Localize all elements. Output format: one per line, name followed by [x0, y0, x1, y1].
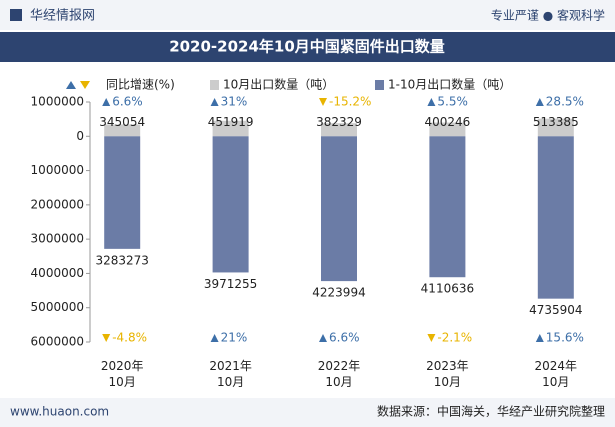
value-label: 400246	[424, 115, 470, 129]
growth-label: -15.2%	[329, 95, 371, 109]
value-label: 4735904	[529, 303, 582, 317]
value-label: 513385	[533, 115, 579, 129]
up-arrow	[102, 98, 111, 106]
growth-label: 31%	[221, 95, 248, 109]
y-tick-label: 4000000	[31, 266, 84, 280]
y-tick-label: 6000000	[31, 335, 84, 349]
legend-down-icon	[80, 81, 90, 89]
y-tick-label: 2000000	[31, 197, 84, 211]
value-label: 4223994	[312, 286, 365, 300]
growth-label: 15.6%	[546, 331, 584, 345]
growth-label: 5.5%	[437, 95, 468, 109]
y-tick-label: 1000000	[31, 163, 84, 177]
footer-source: 数据来源：中国海关，华经产业研究院整理	[377, 404, 605, 419]
bar	[321, 136, 357, 282]
bar	[104, 136, 141, 249]
footer-site: www.huaon.com	[10, 405, 109, 419]
up-arrow	[535, 98, 544, 106]
x-tick-label: 2023年10月	[426, 359, 469, 389]
slogan: 专业严谨 ● 客观科学	[491, 8, 605, 23]
legend-label: 1-10月出口数量（吨）	[388, 77, 511, 92]
title-bar	[0, 32, 615, 62]
x-tick-label: 2022年10月	[317, 359, 361, 389]
down-arrow	[319, 98, 327, 106]
growth-label: -4.8%	[112, 331, 147, 345]
growth-label: 28.5%	[546, 95, 584, 109]
x-tick-label: 2020年10月	[100, 359, 144, 389]
bar	[321, 123, 357, 137]
chart-title: 2020-2024年10月中国紧固件出口数量	[169, 38, 445, 56]
bar	[537, 118, 574, 137]
down-arrow	[427, 334, 436, 342]
value-label: 382329	[316, 115, 362, 129]
up-arrow	[319, 334, 327, 342]
value-label: 4110636	[421, 282, 474, 296]
up-arrow	[210, 98, 219, 106]
footer-bar	[0, 398, 615, 427]
brand: 华经情报网	[30, 9, 95, 24]
bar	[104, 124, 141, 137]
bar	[537, 136, 574, 299]
legend-label: 10月出口数量（吨）	[223, 77, 334, 92]
up-arrow	[427, 98, 436, 106]
legend-swatch	[210, 80, 219, 90]
up-arrow	[210, 334, 219, 342]
y-tick-label: 5000000	[31, 300, 84, 314]
value-label: 3971255	[204, 277, 257, 291]
logo	[10, 9, 22, 21]
growth-label: -2.1%	[437, 331, 472, 345]
bar	[429, 122, 466, 137]
y-tick-label: 0	[76, 129, 84, 143]
header-bar	[0, 0, 615, 30]
x-tick-label: 2024年10月	[534, 359, 578, 389]
growth-label: 21%	[221, 331, 248, 345]
up-arrow	[535, 334, 544, 342]
bar	[212, 120, 249, 137]
value-label: 451919	[208, 115, 254, 129]
growth-label: 6.6%	[112, 95, 143, 109]
bar	[212, 136, 249, 273]
y-tick-label: 1000000	[31, 95, 84, 109]
legend-swatch	[375, 80, 384, 90]
x-tick-label: 2021年10月	[209, 359, 252, 389]
value-label: 3283273	[95, 253, 148, 267]
down-arrow	[102, 334, 111, 342]
value-label: 345054	[99, 115, 145, 129]
y-tick-label: 3000000	[31, 232, 84, 246]
bar	[429, 136, 466, 278]
legend-up-icon	[66, 81, 76, 89]
growth-label: 6.6%	[329, 331, 360, 345]
legend-growth: 同比增速(%)	[106, 78, 175, 92]
